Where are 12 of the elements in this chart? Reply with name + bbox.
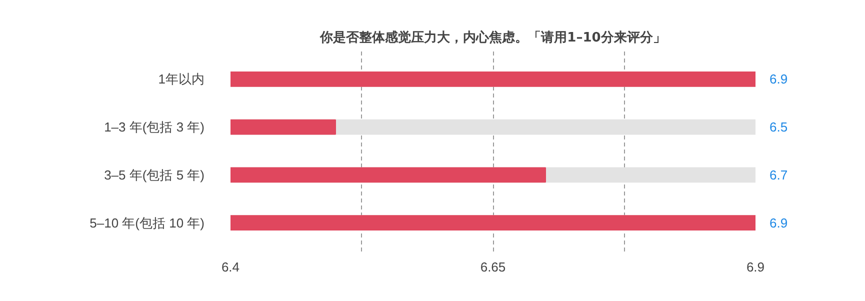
data-label: 6.9 (770, 215, 788, 230)
data-label: 6.5 (770, 120, 788, 135)
x-tick-label: 6.65 (480, 260, 506, 274)
y-tick-label: 5–10 年(包括 10 年) (90, 215, 204, 230)
y-tick-label: 1年以内 (158, 72, 205, 87)
y-tick-label: 3–5 年(包括 5 年) (104, 167, 205, 182)
x-tick-label: 6.4 (221, 260, 240, 274)
x-tick-label: 6.9 (746, 260, 765, 274)
y-tick-label: 1–3 年(包括 3 年) (104, 120, 205, 135)
data-label: 6.9 (770, 72, 788, 87)
data-label: 6.7 (770, 167, 788, 182)
chart-title: 你是否整体感觉压力大，内心焦虑。「请用1–10分来评分」 (319, 30, 666, 46)
